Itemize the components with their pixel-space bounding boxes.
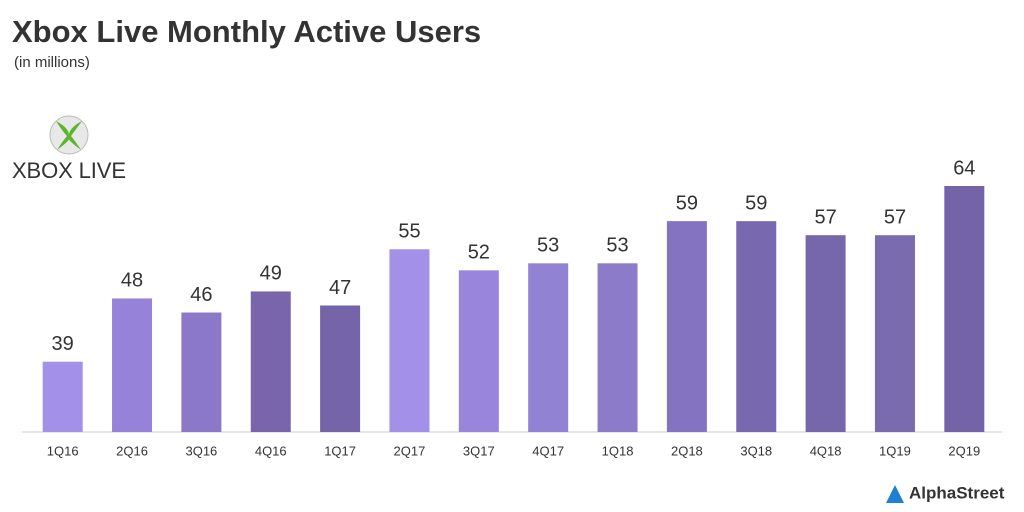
bar <box>528 263 569 432</box>
value-label: 53 <box>606 235 628 257</box>
x-tick-label: 2Q16 <box>116 443 148 458</box>
bar <box>805 235 846 432</box>
x-tick-label: 1Q17 <box>324 443 356 458</box>
bar <box>597 263 638 432</box>
x-tick-label: 2Q19 <box>948 443 980 458</box>
logo-x <box>56 121 82 150</box>
value-label: 52 <box>468 242 490 264</box>
logo: XBOX LIVE <box>12 115 126 183</box>
value-label: 39 <box>52 333 74 355</box>
logo-text: XBOX LIVE <box>12 158 126 183</box>
x-tick-label: 2Q18 <box>671 443 703 458</box>
chart-title: Xbox Live Monthly Active Users <box>12 14 481 49</box>
x-tick-label: 2Q17 <box>394 443 426 458</box>
x-tick-label: 3Q16 <box>185 443 217 458</box>
x-tick-label: 1Q19 <box>879 443 911 458</box>
bar <box>181 312 222 432</box>
chart-subtitle: (in millions) <box>14 54 90 71</box>
value-label: 57 <box>884 206 906 228</box>
value-label: 48 <box>121 270 143 292</box>
bar <box>112 298 153 432</box>
bar <box>42 361 83 432</box>
bar <box>944 186 985 432</box>
x-tick-label: 1Q16 <box>47 443 79 458</box>
value-label: 47 <box>329 277 351 299</box>
bar <box>874 235 915 432</box>
value-label: 64 <box>953 157 975 179</box>
value-label: 46 <box>190 284 212 306</box>
value-label: 57 <box>814 206 836 228</box>
bar <box>389 249 430 432</box>
value-label: 49 <box>260 263 282 285</box>
x-tick-label: 1Q18 <box>602 443 634 458</box>
value-label: 59 <box>745 192 767 214</box>
value-label: 55 <box>398 221 420 243</box>
bar <box>320 305 361 432</box>
bar <box>736 221 777 432</box>
x-tick-label: 4Q18 <box>810 443 842 458</box>
bar <box>250 291 291 432</box>
x-tick-label: 3Q17 <box>463 443 495 458</box>
value-label: 59 <box>676 192 698 214</box>
bar <box>666 221 707 432</box>
bar <box>458 270 499 432</box>
source-text: AlphaStreet <box>909 483 1005 502</box>
x-tick-label: 3Q18 <box>740 443 772 458</box>
x-tick-label: 4Q17 <box>532 443 564 458</box>
source-icon <box>886 485 904 503</box>
x-tick-label: 4Q16 <box>255 443 287 458</box>
value-label: 53 <box>537 235 559 257</box>
source: AlphaStreet <box>886 483 1005 503</box>
